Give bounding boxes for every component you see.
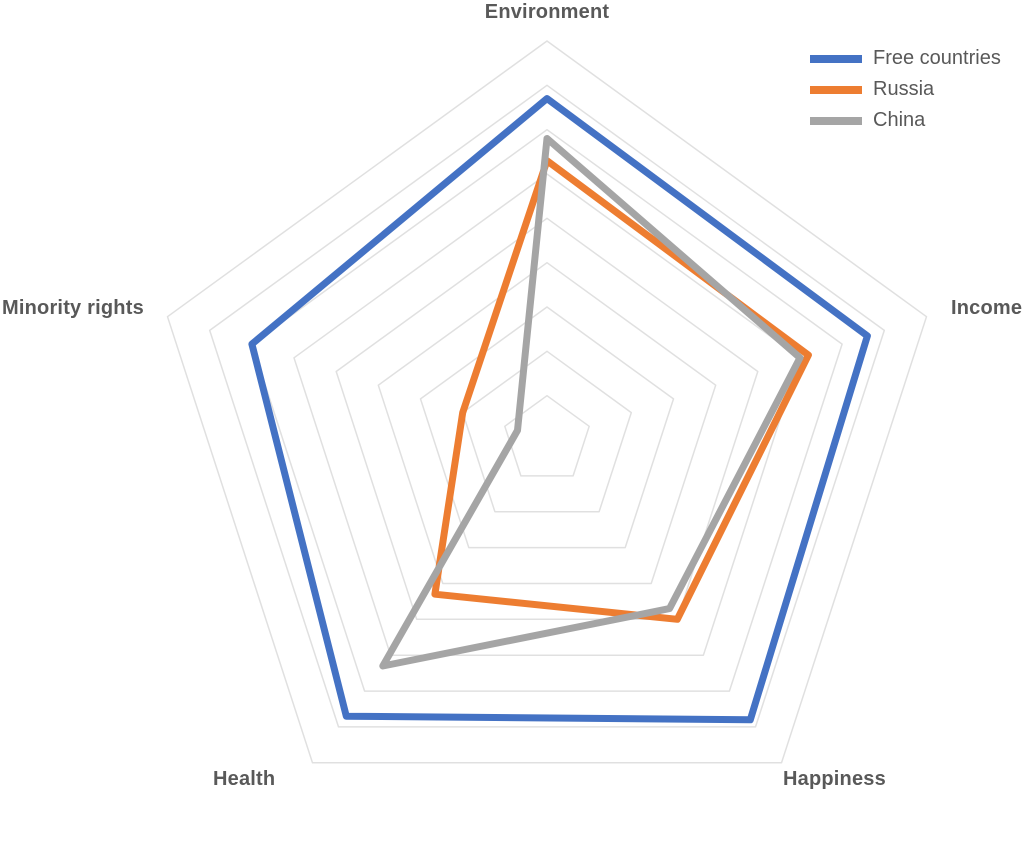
gridline-ring-5 [335, 217, 759, 621]
axis-label-income: Income [951, 297, 1023, 319]
gridline-ring-2 [461, 350, 633, 513]
radar-series [248, 95, 871, 724]
legend: Free countries Russia China [810, 47, 1001, 132]
legend-item-free-countries: Free countries [810, 47, 1001, 70]
legend-label-free-countries: Free countries [873, 47, 1001, 69]
gridline-ring-9 [166, 40, 928, 764]
axis-label-minority-rights: Minority rights [2, 297, 144, 319]
legend-swatch-free-countries [810, 54, 862, 63]
radar-gridlines [166, 40, 928, 764]
legend-label-russia: Russia [873, 78, 935, 100]
legend-item-china: China [810, 109, 1001, 132]
gridline-ring-4 [377, 261, 717, 585]
legend-swatch-russia [810, 85, 862, 94]
legend-label-china: China [873, 109, 926, 131]
legend-swatch-china [810, 116, 862, 125]
axis-label-happiness: Happiness [783, 768, 886, 790]
axis-label-environment: Environment [484, 1, 610, 23]
gridline-ring-1 [504, 394, 590, 477]
gridline-ring-6 [293, 173, 801, 656]
axis-label-health: Health [213, 768, 276, 790]
gridline-ring-8 [208, 84, 886, 728]
series-polygon-free-countries [248, 95, 871, 724]
series-polygon-china [379, 135, 804, 670]
gridline-ring-3 [419, 306, 675, 549]
legend-item-russia: Russia [810, 78, 1001, 101]
gridline-ring-7 [251, 128, 843, 692]
